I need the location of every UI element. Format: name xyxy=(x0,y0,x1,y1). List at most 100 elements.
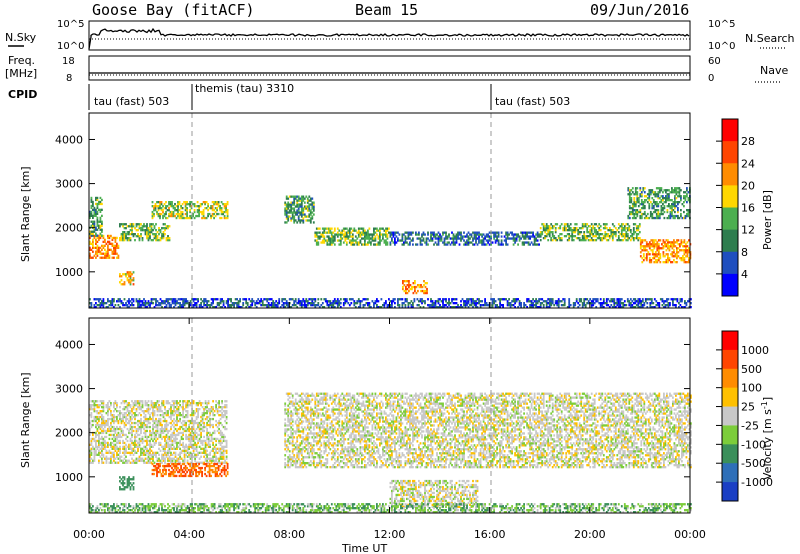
power-echo-cell xyxy=(580,231,583,234)
power-echo-cell xyxy=(578,231,581,234)
power-echo-cell xyxy=(415,291,418,295)
freq-panel: Freq. [MHz] 18 8 60 0 Nave xyxy=(5,54,788,84)
power-echo-cell xyxy=(357,235,360,238)
power-echo-cell xyxy=(464,302,467,305)
power-echo-cell xyxy=(290,209,293,212)
power-echo-cell xyxy=(682,249,684,252)
velocity-echo-cell xyxy=(114,457,117,460)
power-echo-cell xyxy=(180,212,182,216)
velocity-echo-cell xyxy=(95,410,97,413)
power-echo-cell xyxy=(658,189,661,192)
power-echo-cell xyxy=(388,306,390,309)
power-echo-cell xyxy=(687,214,690,218)
power-echo-cell xyxy=(198,210,200,214)
power-echo-cell xyxy=(143,225,145,228)
velocity-echo-cell xyxy=(147,435,150,439)
power-echo-cell xyxy=(288,211,291,214)
velocity-echo-cell xyxy=(192,425,195,429)
velocity-echo-cell xyxy=(180,449,183,452)
velocity-echo-cell xyxy=(158,447,160,450)
power-echo-cell xyxy=(237,304,240,307)
velocity-echo-cell xyxy=(104,429,106,433)
velocity-echo-cell xyxy=(144,402,147,405)
velocity-echo-cell xyxy=(174,453,177,456)
power-echo-cell xyxy=(285,213,288,216)
velocity-echo-cell xyxy=(101,414,103,417)
power-echo-cell xyxy=(104,302,106,305)
power-echo-cell xyxy=(645,199,648,202)
power-echo-cell xyxy=(368,302,371,305)
power-echo-cell xyxy=(651,212,654,216)
velocity-echo-cell xyxy=(101,453,103,456)
power-echo-cell xyxy=(648,247,651,250)
velocity-echo-cell xyxy=(153,406,156,409)
power-echo-cell xyxy=(662,212,664,216)
power-echo-cell xyxy=(683,216,685,220)
power-echo-cell xyxy=(357,227,360,230)
power-echo-cell xyxy=(102,306,105,309)
power-echo-cell xyxy=(628,197,631,200)
power-echo-cell xyxy=(466,233,468,236)
velocity-echo-cell xyxy=(173,451,175,454)
power-echo-cell xyxy=(566,306,569,309)
power-echo-cell xyxy=(407,237,410,240)
power-echo-cell xyxy=(111,252,114,255)
power-echo-cell xyxy=(675,197,678,200)
velocity-echo-cell xyxy=(147,425,150,429)
power-echo-cell xyxy=(524,237,527,240)
power-echo-cell xyxy=(219,205,221,208)
power-echo-cell xyxy=(377,306,380,309)
power-echo-cell xyxy=(676,251,678,254)
velocity-echo-cell xyxy=(113,419,115,423)
power-echo-cell xyxy=(611,298,614,301)
velocity-echo-cell xyxy=(90,443,93,446)
velocity-echo-cell xyxy=(164,429,166,433)
power-echo-cell xyxy=(512,298,515,301)
power-echo-cell xyxy=(680,189,682,192)
power-echo-cell xyxy=(93,230,96,233)
power-echo-cell xyxy=(132,235,135,238)
power-echo-cell xyxy=(643,210,646,214)
velocity-echo-cell xyxy=(90,453,93,456)
power-echo-cell xyxy=(526,235,528,238)
power-echo-cell xyxy=(149,231,151,234)
power-echo-cell xyxy=(628,300,631,303)
power-echo-cell xyxy=(654,191,657,194)
power-echo-cell xyxy=(177,203,179,206)
velocity-echo-cell xyxy=(149,421,151,425)
power-echo-cell xyxy=(114,244,117,247)
power-echo-cell xyxy=(649,298,652,301)
velocity-echo-cell xyxy=(107,445,109,448)
power-echo-cell xyxy=(679,304,682,307)
power-echo-cell xyxy=(183,300,186,303)
velocity-echo-cell xyxy=(110,417,112,421)
velocity-echo-cell xyxy=(197,421,199,425)
velocity-echo-cell xyxy=(113,457,115,460)
power-echo-cell xyxy=(338,239,341,242)
power-echo-cell xyxy=(642,239,645,242)
power-echo-cell xyxy=(110,248,112,251)
power-echo-cell xyxy=(96,298,99,301)
velocity-echo-cell xyxy=(96,406,99,409)
velocity-echo-cell xyxy=(200,415,202,419)
velocity-echo-cell xyxy=(99,443,102,446)
velocity-echo-cell xyxy=(116,427,118,431)
velocity-echo-cell xyxy=(165,421,168,425)
power-echo-cell xyxy=(141,302,144,305)
velocity-echo-cell xyxy=(156,400,159,403)
power-echo-cell xyxy=(529,235,531,238)
velocity-echo-cell xyxy=(183,400,186,403)
power-echo-cell xyxy=(212,300,214,303)
velocity-echo-cell xyxy=(188,404,190,407)
power-echo-cell xyxy=(630,210,633,214)
power-echo-cell xyxy=(623,304,626,307)
velocity-echo-cell xyxy=(170,421,172,425)
power-echo-cell xyxy=(684,302,686,305)
power-echo-cell xyxy=(414,280,416,283)
velocity-echo-cell xyxy=(152,459,154,462)
power-echo-cell xyxy=(674,197,676,200)
power-echo-cell xyxy=(266,304,269,307)
power-echo-cell xyxy=(297,197,300,200)
power-echo-cell xyxy=(159,237,162,240)
power-echo-cell xyxy=(93,206,96,210)
